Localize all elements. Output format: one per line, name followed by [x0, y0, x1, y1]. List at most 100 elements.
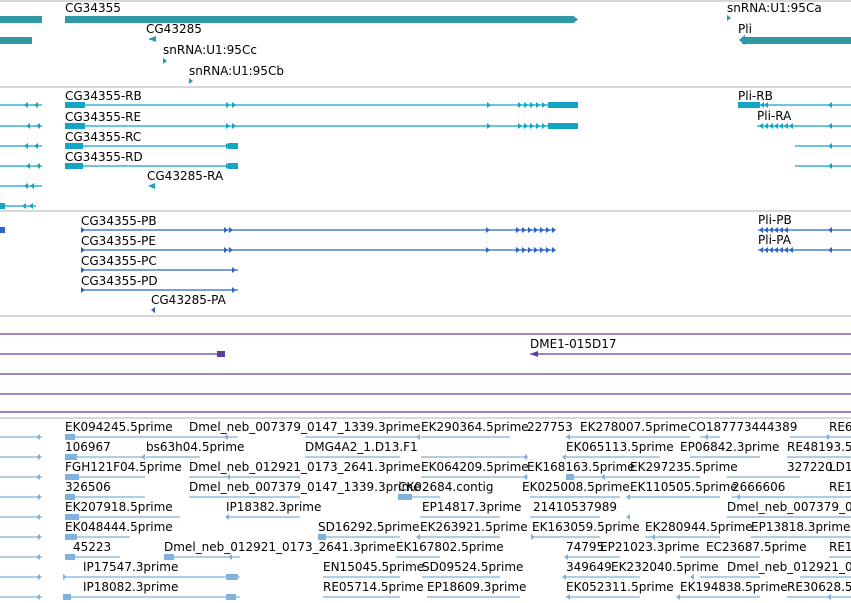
- arrow-left-icon: [784, 123, 788, 129]
- feature-block[interactable]: [65, 163, 83, 169]
- feature-block[interactable]: [0, 203, 5, 209]
- arrow-left-icon: [24, 143, 28, 149]
- arrow-left-icon: [774, 123, 778, 129]
- arrow-left-icon: [779, 247, 783, 253]
- arrow-left-icon: [759, 227, 763, 233]
- arrow-right-icon: [546, 227, 550, 233]
- feature-block[interactable]: [548, 102, 578, 108]
- est-label: EP14817.3prime: [422, 500, 521, 514]
- protein-label: CG43285-PA: [151, 293, 227, 307]
- feature-block[interactable]: [548, 123, 578, 129]
- arrow-left-icon: [789, 123, 793, 129]
- gene-label: snRNA:U1:95Cc: [163, 43, 257, 57]
- arrow-right-icon: [516, 247, 520, 253]
- arrow-left-icon: [29, 203, 33, 209]
- arrow-left-icon: [416, 534, 420, 540]
- est-block[interactable]: [63, 594, 71, 600]
- arrow-right-icon: [548, 123, 552, 129]
- arrow-left-icon: [779, 227, 783, 233]
- est-block[interactable]: [226, 574, 238, 580]
- est-label: SD16292.5prime: [318, 520, 419, 534]
- arrow-left-icon: [764, 102, 768, 108]
- bac-block[interactable]: [217, 351, 225, 357]
- arrow-left-icon: [651, 534, 655, 540]
- est-label: DMG4A2_1.D13.F1: [305, 440, 418, 454]
- gene-block[interactable]: [742, 37, 851, 44]
- arrow-left-icon: [759, 247, 763, 253]
- arrow-right-icon: [573, 15, 578, 24]
- arrow-left-icon: [828, 247, 832, 253]
- arrow-left-icon: [562, 454, 566, 460]
- arrow-right-icon: [232, 287, 236, 293]
- est-block[interactable]: [65, 554, 75, 560]
- est-label: Dmel_neb_012921_0173_2641.3prime: [164, 540, 396, 554]
- feature-block[interactable]: [228, 163, 238, 169]
- arrow-left-icon: [228, 554, 232, 560]
- est-label: EK052311.5prime: [566, 580, 674, 594]
- arrow-left-icon: [769, 123, 773, 129]
- est-label: EK065113.5prime: [566, 440, 674, 454]
- feature-block[interactable]: [148, 183, 155, 189]
- arrow-left-icon: [523, 454, 527, 460]
- est-block[interactable]: [318, 534, 326, 540]
- gene-label: CG43285: [146, 22, 202, 36]
- feature-block[interactable]: [65, 123, 85, 129]
- est-label: IP18382.3prime: [226, 500, 321, 514]
- arrow-left-icon: [22, 203, 26, 209]
- est-label: EK290364.5prime: [421, 420, 529, 434]
- est-block[interactable]: [65, 494, 75, 500]
- arrow-right-icon: [524, 123, 528, 129]
- est-label: EK280944.5prime: [645, 520, 753, 534]
- est-block[interactable]: [65, 514, 79, 520]
- arrow-left-icon: [601, 474, 605, 480]
- est-block[interactable]: [65, 534, 77, 540]
- arrow-right-icon: [552, 227, 556, 233]
- est-block[interactable]: [566, 474, 574, 480]
- est-label: EP06842.3prime: [680, 440, 779, 454]
- feature-block[interactable]: [65, 102, 85, 108]
- est-label: EK232040.5prime: [611, 560, 719, 574]
- arrow-right-icon: [400, 494, 404, 500]
- arrow-left-icon: [26, 123, 30, 129]
- est-label: EK163059.5prime: [532, 520, 640, 534]
- est-label: Dmel_neb_012921_0: [727, 560, 851, 574]
- gene-block[interactable]: [148, 36, 156, 42]
- arrow-right-icon: [486, 227, 490, 233]
- arrow-right-icon: [552, 247, 556, 253]
- est-block[interactable]: [65, 454, 77, 460]
- arrow-left-icon: [36, 594, 40, 600]
- transcript-label: CG34355-RC: [65, 130, 141, 144]
- est-block[interactable]: [164, 554, 174, 560]
- est-label: Dmel_neb_007379_0147_1339.3prime: [189, 420, 421, 434]
- feature-block[interactable]: [0, 227, 5, 233]
- arrow-left-icon: [676, 594, 680, 600]
- gene-block[interactable]: [65, 16, 573, 23]
- arrow-left-icon: [26, 163, 30, 169]
- arrow-left-icon: [828, 163, 832, 169]
- feature-block[interactable]: [228, 143, 238, 149]
- est-label: EK278007.5prime: [580, 420, 688, 434]
- est-block[interactable]: [65, 434, 75, 440]
- est-block[interactable]: [398, 494, 412, 500]
- est-block[interactable]: [65, 474, 79, 480]
- arrow-right-icon: [224, 247, 228, 253]
- est-label: 74795: [566, 540, 604, 554]
- gene-block[interactable]: [0, 37, 32, 44]
- arrow-left-icon: [626, 514, 630, 520]
- arrow-right-icon: [487, 123, 491, 129]
- bac-block[interactable]: [530, 351, 538, 357]
- feature-block[interactable]: [65, 143, 83, 149]
- arrow-right-icon: [226, 102, 230, 108]
- feature-block[interactable]: [738, 102, 760, 108]
- transcript-label: Pli-RA: [757, 109, 792, 123]
- est-label: 45223: [73, 540, 111, 554]
- est-block[interactable]: [226, 594, 236, 600]
- arrow-right-icon: [522, 227, 526, 233]
- arrow-left-icon: [523, 474, 527, 480]
- arrow-left-icon: [24, 183, 28, 189]
- gene-block[interactable]: [0, 16, 42, 23]
- est-label: RE6: [829, 420, 851, 434]
- arrow-right-icon: [63, 574, 67, 580]
- arrow-right-icon: [534, 227, 538, 233]
- arrow-left-icon: [566, 594, 570, 600]
